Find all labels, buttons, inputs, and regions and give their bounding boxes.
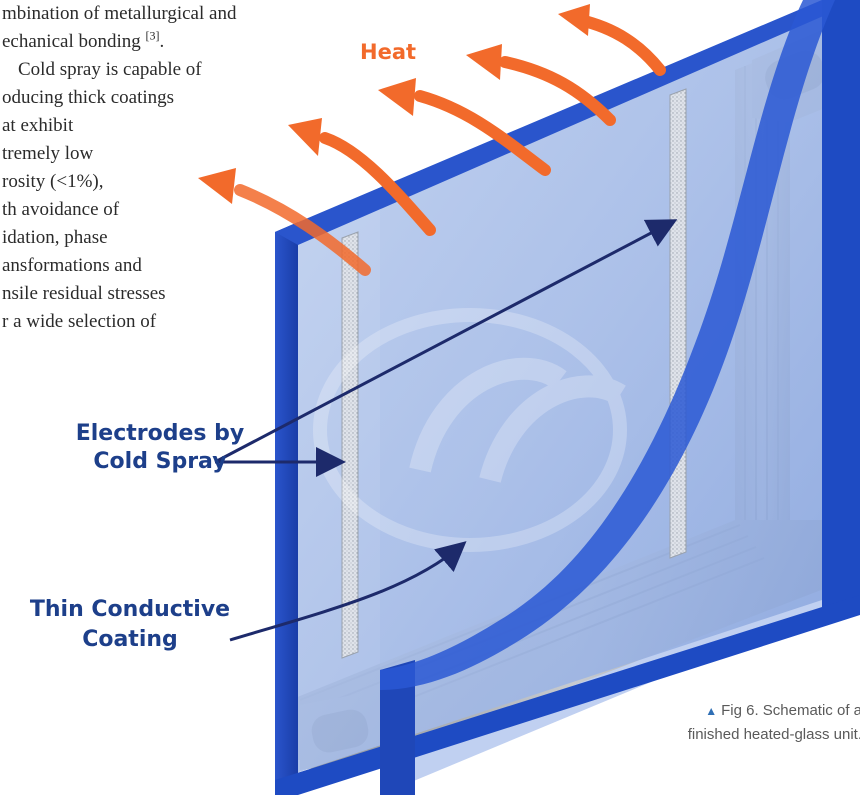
coating-label-line: Coating [82,627,178,652]
glass-right-edge [822,0,860,615]
triangle-icon: ▲ [705,704,718,718]
heat-arrow-5 [574,14,666,76]
figure-caption: ▲ Fig 6. Schematic of a finished heated-g… [600,699,860,746]
body-line: tremely low [2,143,94,164]
watermark-logo [313,308,627,552]
coating-label-line: Thin Conductive [29,597,231,622]
electrode-strip-right [669,88,687,559]
leader-electrode-right [214,219,678,464]
body-line: idation, phase [2,227,108,248]
heat-arrow-2 [319,132,436,236]
heat-arrows [198,4,666,276]
leader-lines [214,219,678,642]
leader-coating [229,541,467,642]
electrodes-label-line: Electrodes by [75,421,245,446]
citation-ref: [3] [145,28,160,43]
caption-text: Fig 6. Schematic of a [721,702,860,719]
body-line: nsile residual stresses [2,283,166,304]
body-line: at exhibit [2,115,74,136]
period: . [159,31,165,52]
body-line: rosity (<1%), [2,171,104,192]
caption-line: finished heated-glass unit. [687,726,860,743]
heat-arrow-3 [414,90,551,176]
body-line: Cold spray is capable of [18,59,202,80]
coating-label: Thin Conductive Coating [0,595,260,655]
glass-left-edge [275,222,298,792]
electrodes-label: Electrodes by Cold Spray [60,420,260,476]
caption-line: ▲ Fig 6. Schematic of a [600,699,860,723]
body-line: echanical bonding [3]. [2,28,164,56]
heat-label: Heat [360,40,417,64]
heat-arrow-4 [499,56,616,126]
heat-arrow-1 [234,184,371,276]
body-line: mbination of metallurgical and [2,3,237,24]
conductive-coating-ribbon [380,0,835,690]
body-line-text: echanical bonding [2,31,141,52]
body-line: th avoidance of [2,199,120,220]
body-line: ansformations and [2,255,142,276]
body-line: r a wide selection of [2,311,157,332]
glass-top-edge [275,0,860,245]
body-line: oducing thick coatings [2,87,175,108]
electrode-strip-left [341,231,359,659]
electrodes-label-line: Cold Spray [93,449,227,474]
